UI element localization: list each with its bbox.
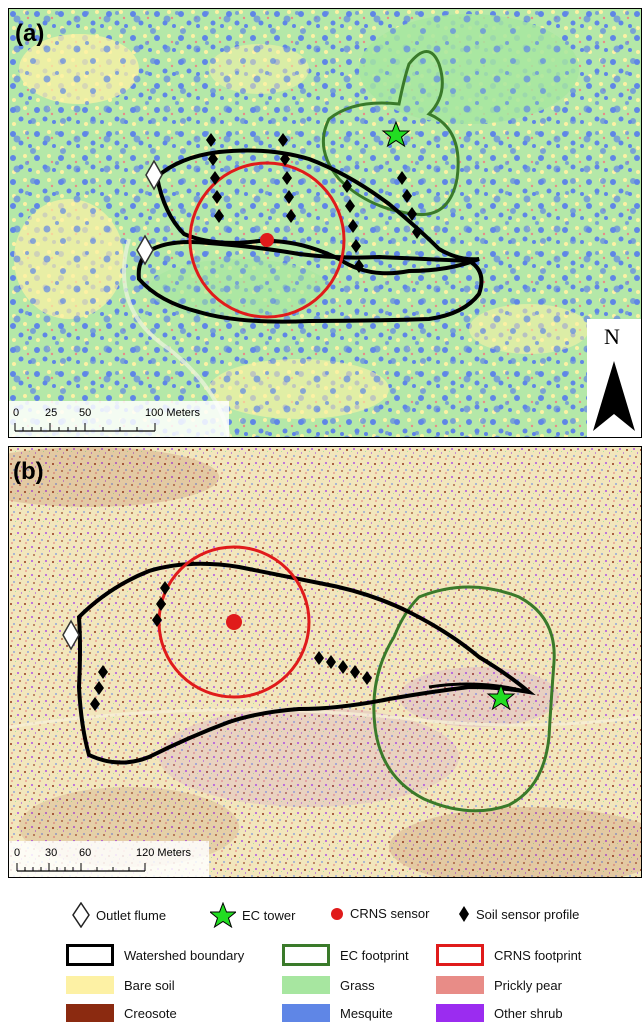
crns-sensor-marker	[260, 233, 274, 247]
creosote-swatch	[66, 1004, 114, 1022]
legend-crns-sensor: CRNS sensor	[330, 906, 429, 921]
watershed-boundary-upper	[154, 148, 480, 276]
panel-label-b: (b)	[13, 458, 44, 485]
outlet-flume-marker	[145, 159, 163, 191]
legend-creosote: Creosote	[66, 1004, 177, 1022]
scale-bar-a: 0 25 50 100 Meters	[9, 401, 229, 437]
svg-text:60: 60	[79, 847, 91, 859]
legend-prickly-pear: Prickly pear	[436, 976, 562, 994]
legend-ec-tower: EC tower	[210, 902, 295, 928]
soil-sensor-profiles	[90, 581, 372, 711]
other-shrub-swatch	[436, 1004, 484, 1022]
svg-text:50: 50	[79, 407, 91, 419]
outlet-flume-marker	[62, 619, 80, 651]
watershed-boundary	[76, 561, 536, 765]
watershed-boundary-lower	[136, 240, 484, 324]
svg-text:0: 0	[13, 407, 19, 419]
legend-soil-sensor-profile: Soil sensor profile	[458, 905, 579, 923]
soil-sensor-profiles	[206, 133, 422, 273]
svg-text:25: 25	[45, 407, 57, 419]
star-icon	[210, 902, 236, 928]
legend-crns-footprint: CRNS footprint	[436, 944, 581, 966]
legend-bare-soil: Bare soil	[66, 976, 175, 994]
red-dot-icon	[331, 907, 343, 920]
map-legend: Outlet flume EC tower CRNS sensor Soil s…	[0, 880, 642, 1029]
legend-outlet-flume: Outlet flume	[72, 902, 166, 928]
svg-text:100 Meters: 100 Meters	[145, 407, 201, 419]
north-arrow-icon: N	[587, 319, 641, 437]
outlet-flume-icon	[72, 902, 90, 928]
bare-soil-swatch	[66, 976, 114, 994]
map-panel-b: (b) 0 30 60 120 Meters	[8, 446, 642, 878]
mesquite-swatch	[282, 1004, 330, 1022]
crns-footprint-circle	[188, 161, 346, 319]
scale-bar-b: 0 30 60 120 Meters	[9, 841, 209, 877]
watershed-swatch	[66, 944, 114, 966]
diamond-icon	[459, 906, 469, 922]
ec-tower-marker	[486, 683, 516, 711]
map-panel-a: (a) 0 25 50 100 Meters N	[8, 8, 642, 438]
legend-ec-footprint: EC footprint	[282, 944, 409, 966]
legend-watershed-boundary: Watershed boundary	[66, 944, 244, 966]
legend-grass: Grass	[282, 976, 375, 994]
outlet-flume-marker	[136, 234, 154, 266]
legend-mesquite: Mesquite	[282, 1004, 393, 1022]
crns-sensor-marker	[226, 614, 242, 630]
ec-footprint-swatch	[282, 944, 330, 966]
grass-swatch	[282, 976, 330, 994]
legend-other-shrub: Other shrub	[436, 1004, 563, 1022]
land-cover-map-a: (a) 0 25 50 100 Meters N	[9, 9, 641, 437]
svg-text:N: N	[604, 324, 620, 349]
svg-text:120 Meters: 120 Meters	[136, 847, 192, 859]
land-cover-map-b: (b) 0 30 60 120 Meters	[9, 447, 641, 877]
ec-tower-marker	[381, 120, 411, 148]
prickly-pear-swatch	[436, 976, 484, 994]
svg-text:0: 0	[14, 847, 20, 859]
panel-label-a: (a)	[15, 20, 44, 47]
crns-footprint-swatch	[436, 944, 484, 966]
svg-text:30: 30	[45, 847, 57, 859]
ec-footprint-outline	[372, 585, 556, 813]
